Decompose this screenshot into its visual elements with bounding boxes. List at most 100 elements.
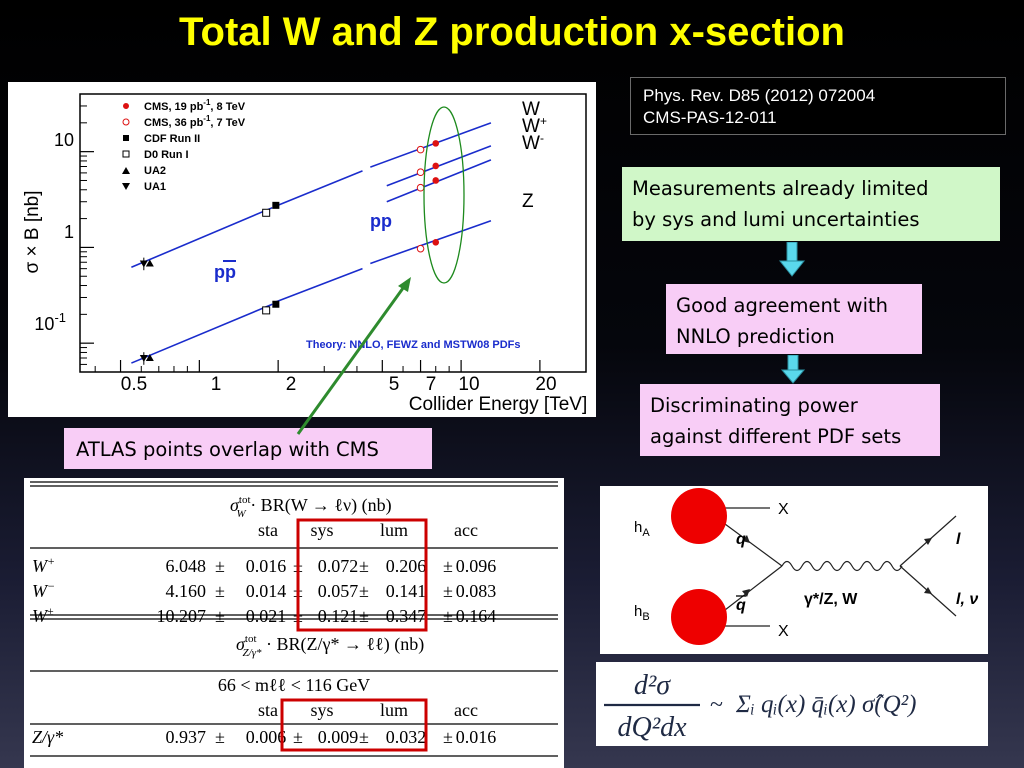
z-rows: Z/γ* 0.937 ±0.006 ±0.009 ±0.032 ±0.016 — [32, 727, 496, 747]
legend-entry: CDF Run II — [123, 133, 200, 145]
pm-sign: ± — [443, 606, 453, 626]
x-tick-label: 20 — [535, 374, 556, 395]
filled-square-icon — [123, 135, 129, 141]
cdf-point — [272, 300, 280, 308]
slide-title: Total W and Z production x-section — [179, 10, 845, 54]
cell-sys: 0.057 — [318, 581, 359, 601]
row-label: W± — [32, 604, 54, 626]
callout-agreement-line-2: NNLO prediction — [676, 325, 835, 348]
pm-sign: ± — [359, 581, 369, 601]
legend-entry: CMS, 19 pb-1, 8 TeV — [123, 98, 246, 113]
label-z: Z — [522, 191, 534, 212]
theory-curve-z — [370, 219, 492, 265]
cross-section-formula: d²σ dQ²dx ~ Σᵢ qᵢ(x) q̄ᵢ(x) σ̂(Q²) — [596, 662, 988, 746]
callout-discriminating: Discriminating power against different P… — [640, 384, 940, 456]
triangle-up-icon — [122, 167, 130, 174]
callout-atlas-overlap: ATLAS points overlap with CMS — [64, 428, 432, 469]
callout-discriminating-line-1: Discriminating power — [650, 394, 858, 417]
triangle-down-icon — [122, 183, 130, 190]
cell-sys: 0.072 — [318, 556, 359, 576]
cell-lum: 0.347 — [386, 606, 427, 626]
col-lum: lum — [380, 700, 408, 720]
table-row: W± 10.207 ±0.021 ±0.121 ±0.347 ±0.164 — [32, 604, 496, 626]
y-tick-label: 10-1 — [34, 310, 66, 334]
ua2-point — [145, 259, 154, 267]
cell-acc: 0.096 — [456, 556, 497, 576]
svg-text:UA2: UA2 — [144, 165, 166, 177]
cell-value: 10.207 — [157, 606, 207, 626]
down-arrow-2 — [780, 355, 806, 384]
down-arrow-1 — [778, 242, 806, 277]
cms-8tev-point — [432, 162, 440, 170]
x-tick-label: 0.5 — [121, 374, 147, 395]
highlight-ellipse — [423, 106, 465, 284]
callout-agreement: Good agreement with NNLO prediction — [666, 284, 922, 354]
label-lepton: l — [956, 531, 961, 548]
z-mass-cut: 66 < mℓℓ < 116 GeV — [218, 675, 370, 695]
x-tick-label: 1 — [211, 374, 222, 395]
x-tick-labels: 0.5 1 2 5 7 10 20 — [121, 374, 557, 395]
formula-denominator: dQ²dx — [617, 712, 687, 743]
cms-8tev-point — [432, 177, 440, 184]
label-x2: X — [778, 623, 789, 640]
x-tick-label: 2 — [286, 374, 297, 395]
pm-sign: ± — [293, 727, 303, 747]
cms-7tev-point — [416, 183, 425, 192]
y-tick-labels: 10 1 10-1 — [34, 130, 74, 334]
row-label: W+ — [32, 554, 55, 576]
cell-acc: 0.016 — [456, 727, 497, 747]
feynman-labels: hA hB q q X X γ*/Z, W l l, ν — [634, 501, 978, 640]
legend-entry: D0 Run I — [122, 149, 189, 161]
cell-lum: 0.032 — [386, 727, 427, 747]
cell-value: 6.048 — [166, 556, 207, 576]
hadron-a-blob — [671, 488, 727, 544]
callout-agreement-line-1: Good agreement with — [676, 294, 889, 317]
legend-entry: UA2 — [122, 165, 166, 177]
label-x1: X — [778, 501, 789, 518]
legend-entry: UA1 — [122, 181, 166, 193]
cell-value: 0.937 — [166, 727, 207, 747]
col-lum: lum — [380, 520, 408, 540]
label-ppbar: pp — [214, 262, 236, 282]
filled-circle-icon — [123, 103, 129, 109]
d0-point — [262, 208, 271, 217]
z-header: σtot Z/γ* · BR(Z/γ* → ℓℓ) (nb) — [236, 633, 424, 659]
table-row: Z/γ* 0.937 ±0.006 ±0.009 ±0.032 ±0.016 — [32, 727, 496, 747]
cell-lum: 0.141 — [386, 581, 427, 601]
w-header: σtot W · BR(W → ℓν) (nb) — [230, 494, 392, 520]
col-acc: acc — [454, 700, 478, 720]
callout-discriminating-line-2: against different PDF sets — [650, 425, 902, 448]
cms-8tev-point — [432, 239, 440, 246]
label-ha: hA — [634, 519, 650, 539]
formula-tilde: ~ — [710, 692, 723, 718]
reference-line-1: Phys. Rev. D85 (2012) 072004 — [643, 86, 876, 105]
pm-sign: ± — [443, 727, 453, 747]
pm-sign: ± — [443, 556, 453, 576]
pm-sign: ± — [215, 581, 225, 601]
reference-line-2: CMS-PAS-12-011 — [643, 108, 777, 127]
cell-sta: 0.021 — [246, 606, 287, 626]
open-circle-icon — [122, 118, 130, 126]
table-rules — [30, 481, 558, 757]
x-tick-label: 7 — [426, 374, 437, 395]
row-label: W− — [32, 579, 55, 601]
pm-sign: ± — [215, 606, 225, 626]
w-column-headers: sta sys lum acc — [258, 520, 478, 540]
hadron-b-blob — [671, 589, 727, 645]
theory-curve-w — [370, 122, 492, 168]
x-tick-label: 10 — [458, 374, 479, 395]
reference-box: Phys. Rev. D85 (2012) 072004 CMS-PAS-12-… — [630, 77, 1006, 135]
label-wminus: W- — [522, 131, 544, 154]
z-section: σtot Z/γ* · BR(Z/γ* → ℓℓ) (nb) 66 < mℓℓ <… — [32, 633, 496, 747]
y-tick-label: 10 — [54, 130, 74, 150]
cdf-point — [272, 201, 280, 209]
atlas-pointer-arrow — [296, 277, 411, 435]
curve-labels: W W+ W- Z — [522, 99, 547, 212]
callout-limited-uncertainties: Measurements already limited by sys and … — [622, 167, 1000, 241]
plot-xlabel: Collider Energy [TeV] — [409, 394, 587, 415]
cell-sta: 0.016 — [246, 556, 287, 576]
cell-value: 4.160 — [166, 581, 207, 601]
cell-sta: 0.014 — [246, 581, 287, 601]
cell-sys: 0.121 — [318, 606, 359, 626]
theory-curve-z — [131, 303, 273, 364]
